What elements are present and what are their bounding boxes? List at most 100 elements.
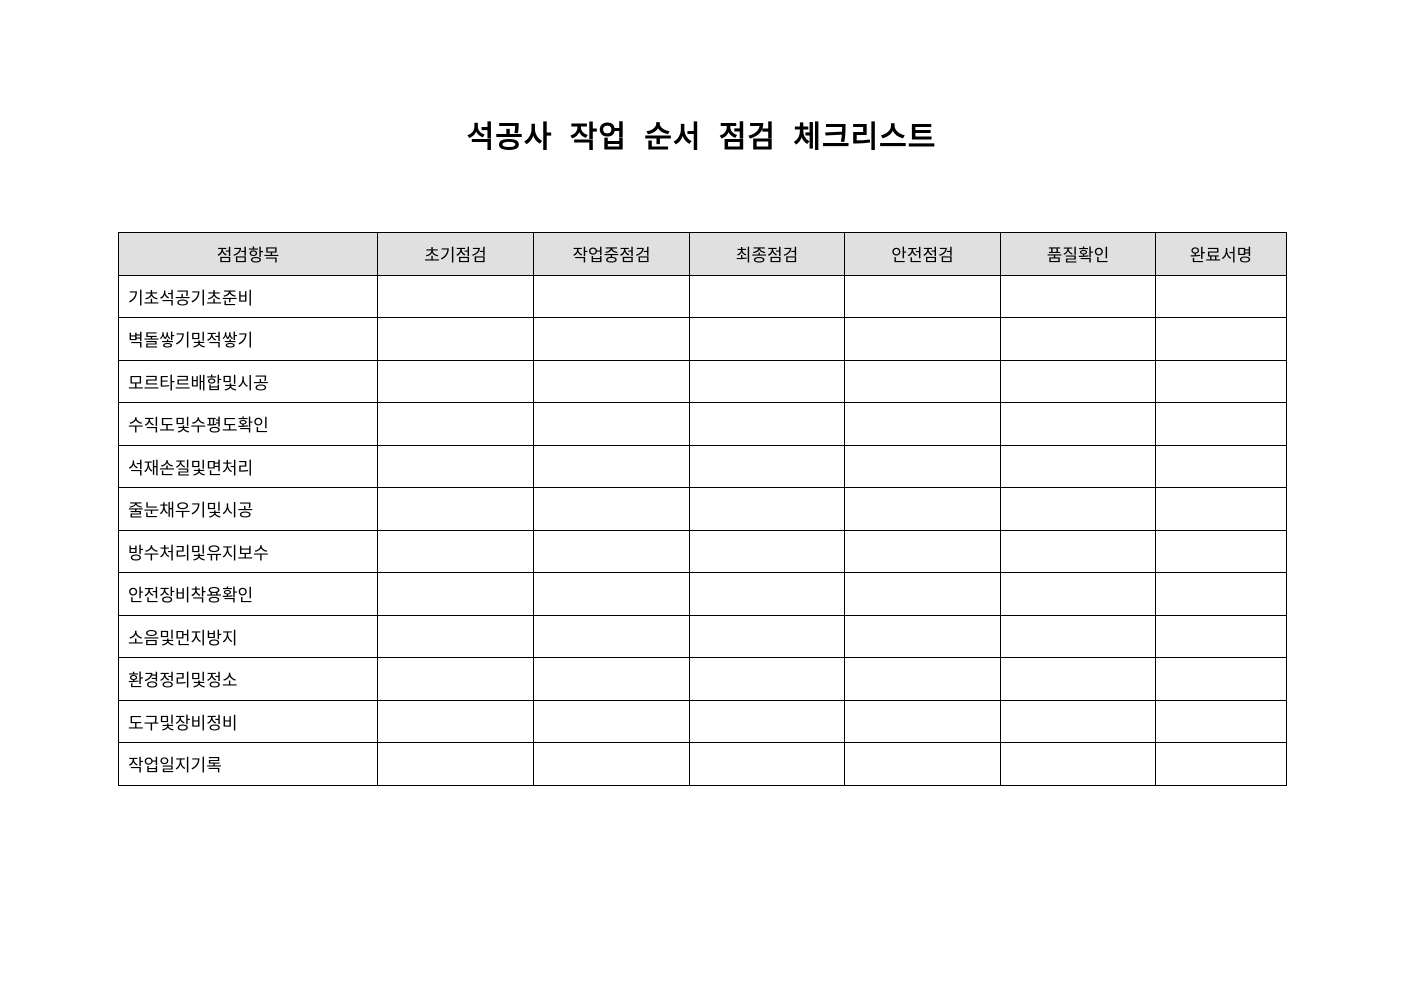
check-cell[interactable]: [533, 317, 690, 361]
item-label: 작업일지기록: [118, 742, 378, 786]
check-cell[interactable]: [844, 699, 1001, 743]
check-cell[interactable]: [1155, 572, 1287, 616]
table-row: 석재손질및면처리: [118, 444, 1287, 488]
check-cell[interactable]: [1000, 742, 1156, 786]
check-cell[interactable]: [377, 614, 534, 658]
check-cell[interactable]: [689, 444, 845, 488]
check-cell[interactable]: [689, 317, 845, 361]
check-cell[interactable]: [1155, 359, 1287, 403]
column-header: 완료서명: [1155, 232, 1287, 276]
table-row: 수직도및수평도확인: [118, 402, 1287, 446]
check-cell[interactable]: [1000, 699, 1156, 743]
check-cell[interactable]: [377, 317, 534, 361]
check-cell[interactable]: [377, 572, 534, 616]
item-label: 도구및장비정비: [118, 699, 378, 743]
check-cell[interactable]: [1155, 614, 1287, 658]
check-cell[interactable]: [1155, 444, 1287, 488]
check-cell[interactable]: [1000, 317, 1156, 361]
check-cell[interactable]: [1000, 529, 1156, 573]
table-row: 기초석공기초준비: [118, 274, 1287, 318]
check-cell[interactable]: [689, 614, 845, 658]
check-cell[interactable]: [377, 487, 534, 531]
check-cell[interactable]: [377, 359, 534, 403]
check-cell[interactable]: [844, 487, 1001, 531]
check-cell[interactable]: [1000, 402, 1156, 446]
check-cell[interactable]: [844, 742, 1001, 786]
check-cell[interactable]: [689, 742, 845, 786]
check-cell[interactable]: [533, 529, 690, 573]
check-cell[interactable]: [533, 444, 690, 488]
table-row: 안전장비착용확인: [118, 572, 1287, 616]
check-cell[interactable]: [377, 274, 534, 318]
check-cell[interactable]: [377, 657, 534, 701]
check-cell[interactable]: [1000, 359, 1156, 403]
table-row: 줄눈채우기및시공: [118, 487, 1287, 531]
check-cell[interactable]: [533, 359, 690, 403]
table-row: 소음및먼지방지: [118, 614, 1287, 658]
item-label: 소음및먼지방지: [118, 614, 378, 658]
check-cell[interactable]: [533, 657, 690, 701]
check-cell[interactable]: [533, 572, 690, 616]
check-cell[interactable]: [1155, 402, 1287, 446]
check-cell[interactable]: [1000, 444, 1156, 488]
check-cell[interactable]: [533, 742, 690, 786]
item-label: 환경정리및정소: [118, 657, 378, 701]
item-label: 모르타르배합및시공: [118, 359, 378, 403]
check-cell[interactable]: [377, 699, 534, 743]
item-label: 기초석공기초준비: [118, 274, 378, 318]
check-cell[interactable]: [1155, 317, 1287, 361]
column-header: 최종점검: [689, 232, 845, 276]
check-cell[interactable]: [689, 487, 845, 531]
check-cell[interactable]: [689, 402, 845, 446]
item-label: 방수처리및유지보수: [118, 529, 378, 573]
check-cell[interactable]: [533, 699, 690, 743]
table-row: 방수처리및유지보수: [118, 529, 1287, 573]
check-cell[interactable]: [844, 614, 1001, 658]
check-cell[interactable]: [1000, 614, 1156, 658]
column-header: 작업중점검: [533, 232, 690, 276]
check-cell[interactable]: [844, 572, 1001, 616]
check-cell[interactable]: [1155, 529, 1287, 573]
check-cell[interactable]: [1155, 274, 1287, 318]
item-label: 수직도및수평도확인: [118, 402, 378, 446]
checklist-table: 점검항목 초기점검 작업중점검 최종점검 안전점검 품질확인 완료서명 기초석공기초준비 벽돌…: [118, 232, 1287, 786]
check-cell[interactable]: [533, 487, 690, 531]
check-cell[interactable]: [844, 402, 1001, 446]
table-row: 도구및장비정비: [118, 699, 1287, 743]
column-header: 안전점검: [844, 232, 1001, 276]
check-cell[interactable]: [377, 402, 534, 446]
check-cell[interactable]: [1155, 487, 1287, 531]
check-cell[interactable]: [844, 657, 1001, 701]
check-cell[interactable]: [1155, 699, 1287, 743]
check-cell[interactable]: [377, 529, 534, 573]
check-cell[interactable]: [377, 742, 534, 786]
header-row: 점검항목 초기점검 작업중점검 최종점검 안전점검 품질확인 완료서명: [118, 232, 1287, 276]
check-cell[interactable]: [689, 274, 845, 318]
check-cell[interactable]: [1000, 657, 1156, 701]
table-row: 모르타르배합및시공: [118, 359, 1287, 403]
check-cell[interactable]: [533, 274, 690, 318]
column-header: 초기점검: [377, 232, 534, 276]
check-cell[interactable]: [689, 359, 845, 403]
column-header: 점검항목: [118, 232, 378, 276]
check-cell[interactable]: [1000, 572, 1156, 616]
check-cell[interactable]: [1000, 487, 1156, 531]
check-cell[interactable]: [533, 614, 690, 658]
check-cell[interactable]: [844, 359, 1001, 403]
item-label: 줄눈채우기및시공: [118, 487, 378, 531]
check-cell[interactable]: [377, 444, 534, 488]
check-cell[interactable]: [844, 529, 1001, 573]
check-cell[interactable]: [689, 657, 845, 701]
check-cell[interactable]: [844, 317, 1001, 361]
table-row: 작업일지기록: [118, 742, 1287, 786]
column-header: 품질확인: [1000, 232, 1156, 276]
check-cell[interactable]: [689, 529, 845, 573]
check-cell[interactable]: [1000, 274, 1156, 318]
check-cell[interactable]: [844, 274, 1001, 318]
check-cell[interactable]: [689, 572, 845, 616]
check-cell[interactable]: [689, 699, 845, 743]
check-cell[interactable]: [1155, 657, 1287, 701]
check-cell[interactable]: [844, 444, 1001, 488]
check-cell[interactable]: [533, 402, 690, 446]
check-cell[interactable]: [1155, 742, 1287, 786]
